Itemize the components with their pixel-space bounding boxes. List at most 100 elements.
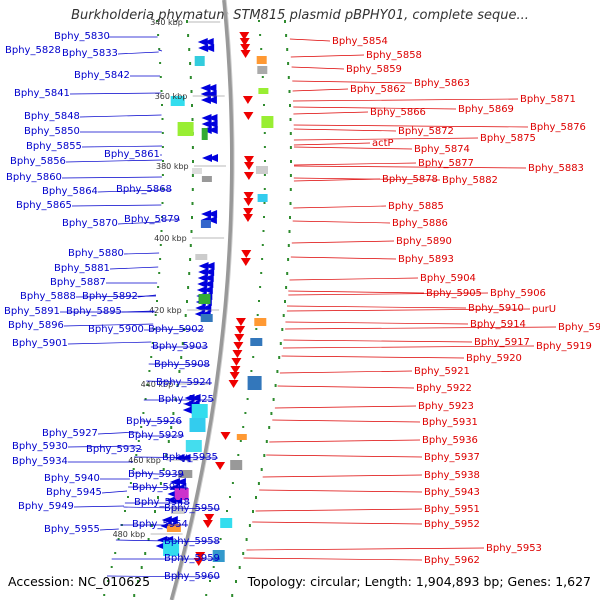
gene-label-left[interactable]: Bphy_5881 <box>54 263 110 274</box>
gene-label-right[interactable]: Bphy_5882 <box>442 175 498 186</box>
gene-label-left[interactable]: Bphy_5935 <box>162 452 218 463</box>
gene-label-left[interactable]: Bphy_5939 <box>128 469 184 480</box>
gene-label-right[interactable]: Bphy_5886 <box>392 218 448 229</box>
gene-label-left[interactable]: Bphy_5879 <box>124 214 180 225</box>
gene-label-left[interactable]: Bphy_5955 <box>44 524 100 535</box>
gene-label-left[interactable]: Bphy_5856 <box>10 156 66 167</box>
gene-label-right[interactable]: Bphy_5885 <box>388 201 444 212</box>
gene-label-right[interactable]: Bphy_5914 <box>470 319 526 330</box>
gene-label-left[interactable]: Bphy_5934 <box>12 456 68 467</box>
gene-label-left[interactable]: Bphy_5830 <box>54 31 110 42</box>
gene-label-right[interactable]: Bphy_5859 <box>346 64 402 75</box>
gene-label-left[interactable]: Bphy_5902 <box>148 324 204 335</box>
gene-label-right[interactable]: Bphy_5858 <box>366 50 422 61</box>
gene-label-left[interactable]: Bphy_5948 <box>134 497 190 508</box>
gene-label-right[interactable]: Bphy_5904 <box>420 273 476 284</box>
gene-label-right[interactable]: Bphy_5916 <box>558 322 600 333</box>
gene-label-right[interactable]: Bphy_5921 <box>414 366 470 377</box>
gene-label-right[interactable]: purU <box>532 304 556 315</box>
gene-label-left[interactable]: Bphy_5860 <box>6 172 62 183</box>
gene-label-left[interactable]: Bphy_5927 <box>42 428 98 439</box>
gene-label-left[interactable]: Bphy_5864 <box>42 186 98 197</box>
gene-label-left[interactable]: Bphy_5880 <box>68 248 124 259</box>
gene-label-right[interactable]: Bphy_5877 <box>418 158 474 169</box>
gene-label-right[interactable]: Bphy_5869 <box>458 104 514 115</box>
gene-label-left[interactable]: Bphy_5868 <box>116 184 172 195</box>
gene-label-right[interactable]: Bphy_5922 <box>416 383 472 394</box>
gene-label-left[interactable]: Bphy_5925 <box>158 394 214 405</box>
track-dash <box>161 132 164 134</box>
gene-label-left[interactable]: Bphy_5926 <box>126 416 182 427</box>
gene-label-right[interactable]: Bphy_5962 <box>424 555 480 566</box>
gene-label-left[interactable]: Bphy_5870 <box>62 218 118 229</box>
gene-label-right[interactable]: Bphy_5875 <box>480 133 536 144</box>
gene-label-left[interactable]: Bphy_5908 <box>154 359 210 370</box>
gene-label-right[interactable]: Bphy_5910 <box>468 303 524 314</box>
gene-label-right[interactable]: Bphy_5952 <box>424 519 480 530</box>
gene-label-right[interactable]: Bphy_5923 <box>418 401 474 412</box>
gene-label-right[interactable]: Bphy_5871 <box>520 94 576 105</box>
gene-label-right[interactable]: Bphy_5905 <box>426 288 482 299</box>
track-dash <box>172 412 175 415</box>
gene-label-right[interactable]: Bphy_5937 <box>424 452 480 463</box>
gene-label-right[interactable]: Bphy_5943 <box>424 487 480 498</box>
gene-label-left[interactable]: Bphy_5901 <box>12 338 68 349</box>
gene-label-right[interactable]: Bphy_5866 <box>370 107 426 118</box>
gene-label-left[interactable]: Bphy_5950 <box>164 503 220 514</box>
gene-label-left[interactable]: Bphy_5861 <box>104 149 160 160</box>
gene-label-right[interactable]: Bphy_5890 <box>396 236 452 247</box>
gene-label-left[interactable]: Bphy_5892 <box>82 291 138 302</box>
gene-label-left[interactable]: Bphy_5850 <box>24 126 80 137</box>
gene-label-right[interactable]: Bphy_5931 <box>422 417 478 428</box>
gene-label-left[interactable]: Bphy_5900 <box>88 324 144 335</box>
gene-label-right[interactable]: Bphy_5872 <box>398 126 454 137</box>
gene-label-left[interactable]: Bphy_5888 <box>20 291 76 302</box>
gene-label-right[interactable]: Bphy_5953 <box>486 543 542 554</box>
gene-label-left[interactable]: Bphy_5842 <box>74 70 130 81</box>
gene-label-right[interactable]: Bphy_5863 <box>414 78 470 89</box>
gene-label-right[interactable]: Bphy_5919 <box>536 341 592 352</box>
gene-label-left[interactable]: Bphy_5865 <box>16 200 72 211</box>
gene-label-right[interactable]: Bphy_5874 <box>414 144 470 155</box>
gene-label-left[interactable]: Bphy_5929 <box>128 430 184 441</box>
gene-label-left[interactable]: Bphy_5924 <box>156 377 212 388</box>
gene-label-left[interactable]: Bphy_5959 <box>164 553 220 564</box>
gene-label-right[interactable]: Bphy_5906 <box>490 288 546 299</box>
gene-label-left[interactable]: Bphy_5891 <box>4 306 60 317</box>
ruler-tick-label: 440 kbp <box>141 380 174 389</box>
track-dash <box>110 566 113 568</box>
gene-label-right[interactable]: Bphy_5878 <box>382 174 438 185</box>
gene-label-left[interactable]: Bphy_5960 <box>164 571 220 582</box>
gene-label-left[interactable]: Bphy_5887 <box>50 277 106 288</box>
gene-label-right[interactable]: Bphy_5920 <box>466 353 522 364</box>
gene-label-left[interactable]: Bphy_5958 <box>164 536 220 547</box>
gene-label-left[interactable]: Bphy_5828 <box>5 45 61 56</box>
gene-label-left[interactable]: Bphy_5833 <box>62 48 118 59</box>
gene-label-left[interactable]: Bphy_5855 <box>26 141 82 152</box>
gene-label-left[interactable]: Bphy_5896 <box>8 320 64 331</box>
gene-label-right[interactable]: Bphy_5917 <box>474 337 530 348</box>
gene-label-right[interactable]: Bphy_5936 <box>422 435 478 446</box>
gene-label-left[interactable]: Bphy_5949 <box>18 501 74 512</box>
gene-label-left[interactable]: Bphy_5932 <box>86 444 142 455</box>
label-layer: Bphy_5830 Bphy_5828 Bphy_5833 Bphy_5842 Bphy… <box>4 31 600 582</box>
gene-label-right[interactable]: Bphy_5951 <box>424 504 480 515</box>
gene-label-left[interactable]: Bphy_5841 <box>14 88 70 99</box>
gene-label-right[interactable]: Bphy_5862 <box>350 84 406 95</box>
gene-label-right[interactable]: Bphy_5854 <box>332 36 388 47</box>
gene-label-left[interactable]: Bphy_5944 <box>132 482 188 493</box>
gene-block <box>201 176 212 182</box>
gene-label-right[interactable]: Bphy_5893 <box>398 254 454 265</box>
gene-label-left[interactable]: Bphy_5945 <box>46 487 102 498</box>
gene-label-left[interactable]: Bphy_5954 <box>132 519 188 530</box>
gene-label-right[interactable]: Bphy_5883 <box>528 163 584 174</box>
gene-label-right[interactable]: Bphy_5938 <box>424 470 480 481</box>
gene-label-left[interactable]: Bphy_5940 <box>44 473 100 484</box>
gene-label-right[interactable]: actP <box>372 138 394 149</box>
gene-label-left[interactable]: Bphy_5895 <box>66 306 122 317</box>
gene-label-right[interactable]: Bphy_5876 <box>530 122 586 133</box>
gene-label-left[interactable]: Bphy_5903 <box>152 341 208 352</box>
gene-label-left[interactable]: Bphy_5930 <box>12 441 68 452</box>
gene-label-left[interactable]: Bphy_5848 <box>24 111 80 122</box>
